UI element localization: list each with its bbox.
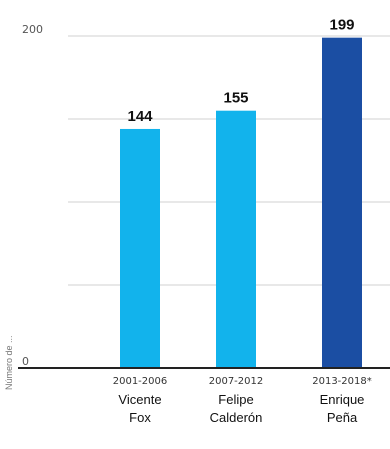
x-tick-period-label: 2001-2006: [113, 376, 168, 387]
bar-value-label: 144: [127, 108, 153, 125]
x-tick-name-label: Peña: [327, 410, 358, 425]
x-tick-name-label: Vicente: [118, 392, 161, 407]
x-tick-period-label: 2007-2012: [209, 376, 264, 387]
bar-value-label: 199: [329, 17, 354, 34]
y-axis-label: Número de ...: [4, 335, 14, 390]
x-tick-name-label: Fox: [129, 410, 151, 425]
x-axis-labels: 2001-2006 Vicente Fox 2007-2012 Felipe Calder…: [113, 376, 372, 425]
x-tick-name-label: Enrique: [320, 392, 365, 407]
y-axis-ticks: 0 200: [22, 23, 43, 368]
bar: [120, 128, 160, 368]
bar: [322, 37, 362, 368]
x-tick-period-label: 2013-2018*: [312, 376, 372, 387]
bar-value-label: 155: [223, 90, 248, 107]
y-tick-label: 200: [22, 23, 43, 36]
y-tick-label: 0: [22, 355, 29, 368]
x-tick-name-label: Felipe: [218, 392, 253, 407]
bar: [216, 110, 256, 368]
x-tick-name-label: Calderón: [210, 410, 263, 425]
bars: 144 155 199: [120, 17, 362, 368]
